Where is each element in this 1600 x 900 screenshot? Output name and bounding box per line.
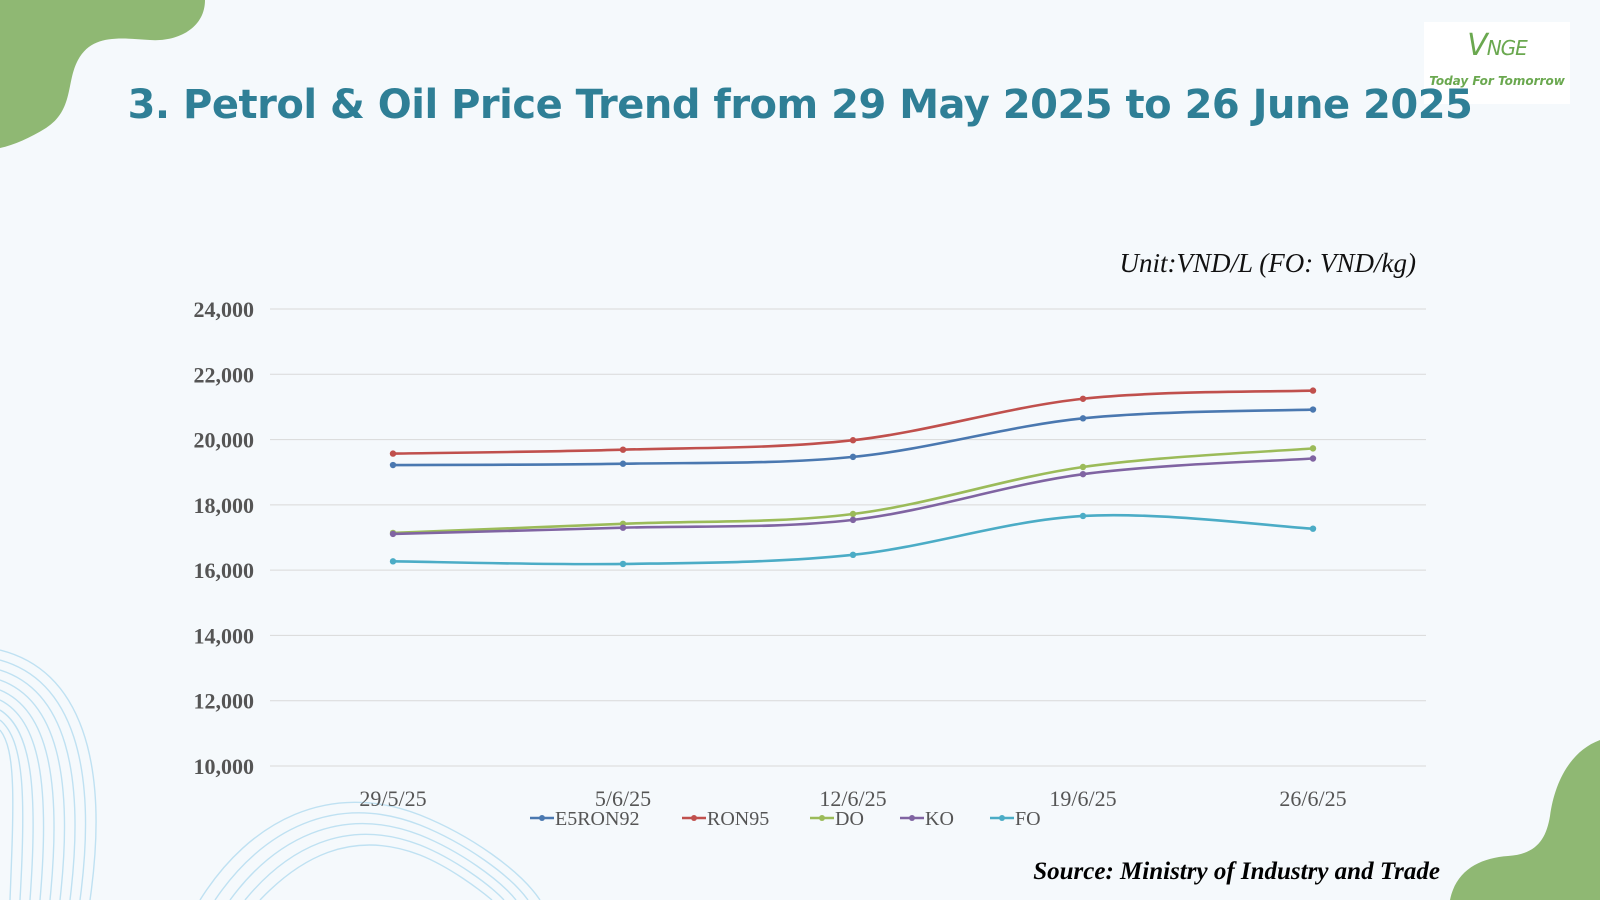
data-point-e5ron92: [1079, 415, 1087, 422]
x-axis-ticks: 29/5/25 5/6/25 12/6/25 19/6/25 26/6/25: [359, 786, 1346, 811]
series-lines: [389, 387, 1317, 568]
y-tick-label: 18,000: [194, 493, 255, 518]
legend-label: RON95: [707, 808, 769, 830]
series-line-ron95: [392, 389, 1314, 455]
data-point-ko: [389, 530, 397, 538]
data-point-fo: [619, 560, 627, 568]
logo-tagline: Today For Tomorrow: [1429, 74, 1565, 88]
wave-lines-decoration: [0, 649, 541, 900]
page-title: 3. Petrol & Oil Price Trend from 29 May …: [127, 82, 1473, 128]
x-tick-label: 5/6/25: [595, 786, 651, 811]
x-tick-label: 19/6/25: [1049, 786, 1116, 811]
legend-item-e5ron92: E5RON92: [530, 808, 639, 830]
legend-label: DO: [835, 808, 864, 830]
legend-marker: [539, 815, 545, 821]
data-point-ron95: [389, 450, 397, 457]
legend-marker: [999, 815, 1005, 821]
data-point-do: [849, 510, 857, 518]
legend-item-do: DO: [810, 808, 864, 830]
source-note: Source: Ministry of Industry and Trade: [1033, 858, 1440, 885]
green-blob-decoration: [0, 0, 205, 148]
x-tick-label: 29/5/25: [359, 786, 426, 811]
y-tick-label: 22,000: [194, 362, 255, 387]
logo-mark: VNGE: [1467, 28, 1528, 63]
data-point-ron95: [1309, 387, 1317, 394]
data-point-e5ron92: [849, 453, 857, 461]
grid-lines: [270, 308, 1426, 767]
data-point-ko: [849, 516, 857, 524]
data-point-ko: [1309, 455, 1317, 462]
y-tick-label: 14,000: [194, 623, 255, 648]
data-point-ron95: [849, 437, 857, 444]
legend-marker: [909, 815, 915, 821]
y-tick-label: 10,000: [194, 754, 255, 779]
data-point-ko: [1079, 470, 1087, 478]
data-point-fo: [389, 558, 397, 565]
data-point-fo: [1309, 525, 1317, 532]
y-tick-label: 16,000: [194, 558, 255, 583]
data-point-do: [1079, 463, 1087, 471]
legend-marker: [691, 815, 697, 821]
data-point-fo: [1079, 512, 1087, 520]
x-tick-label: 12/6/25: [819, 786, 886, 811]
x-tick-label: 26/6/25: [1279, 786, 1346, 811]
legend-item-fo: FO: [990, 808, 1041, 830]
green-blob-decoration-bottom: [1450, 740, 1600, 900]
legend-label: KO: [925, 808, 954, 830]
data-point-e5ron92: [389, 461, 397, 469]
y-tick-label: 12,000: [194, 689, 255, 714]
vnge-logo: VNGE Today For Tomorrow: [1424, 22, 1570, 104]
data-point-do: [1309, 445, 1317, 452]
legend-item-ko: KO: [900, 808, 954, 830]
y-tick-label: 20,000: [194, 428, 255, 453]
legend-marker: [819, 815, 825, 821]
data-point-fo: [849, 551, 857, 559]
data-point-e5ron92: [1309, 406, 1317, 413]
unit-label: Unit:VND/L (FO: VND/kg): [1119, 248, 1416, 278]
legend-label: FO: [1015, 808, 1041, 830]
y-tick-label: 24,000: [194, 297, 255, 322]
legend-label: E5RON92: [555, 808, 639, 830]
y-axis-ticks: 10,000 12,000 14,000 16,000 18,000 20,000 22,0…: [194, 297, 255, 779]
chart-legend: E5RON92 RON95 DO KO FO: [530, 808, 1041, 830]
legend-item-ron95: RON95: [682, 808, 769, 830]
data-point-ron95: [1079, 395, 1087, 402]
data-point-e5ron92: [619, 460, 627, 467]
data-point-ron95: [619, 446, 627, 453]
data-point-ko: [619, 524, 627, 531]
